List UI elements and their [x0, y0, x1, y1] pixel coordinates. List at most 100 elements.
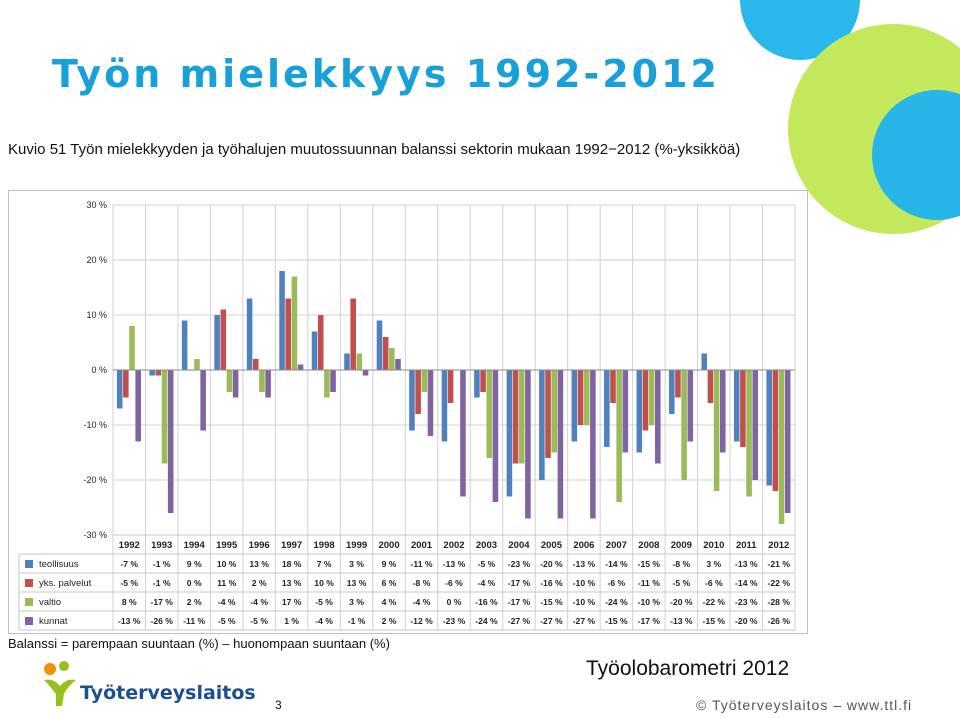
data-label: 2 %	[252, 578, 267, 588]
bar	[200, 370, 206, 431]
bar	[214, 315, 220, 370]
data-label: -26 %	[768, 616, 791, 626]
data-label: -24 %	[475, 616, 498, 626]
bar	[441, 370, 448, 442]
legend-swatch	[25, 617, 33, 625]
bar	[518, 370, 525, 464]
bar	[778, 370, 785, 524]
bar	[324, 370, 330, 398]
data-label: -8 %	[672, 559, 690, 569]
data-label: 6 %	[382, 578, 397, 588]
x-tick-label: 1995	[216, 540, 238, 551]
data-label: 3 %	[349, 597, 364, 607]
y-tick-label: 0 %	[91, 365, 107, 375]
bar	[506, 370, 513, 497]
legend-label: teollisuus	[39, 559, 79, 570]
y-tick-label: -10 %	[83, 420, 107, 430]
bar	[604, 370, 610, 447]
data-label: -10 %	[638, 597, 661, 607]
bar	[525, 370, 531, 519]
bar	[636, 370, 643, 453]
data-label: -6 %	[608, 578, 626, 588]
bar	[409, 370, 415, 431]
bar	[265, 370, 271, 398]
bar	[226, 370, 233, 392]
bar	[356, 353, 363, 370]
data-label: -1 %	[348, 616, 366, 626]
page-number: 3	[275, 698, 282, 712]
bar	[123, 370, 129, 398]
data-label: -6 %	[705, 578, 723, 588]
bar	[415, 370, 421, 414]
y-tick-label: 10 %	[86, 310, 107, 320]
data-label: -13 %	[735, 559, 758, 569]
bar	[167, 370, 174, 513]
data-label: -20 %	[670, 597, 693, 607]
bar	[259, 370, 265, 392]
data-label: -11 %	[183, 616, 205, 626]
bar	[766, 370, 772, 486]
data-label: 1 %	[284, 616, 299, 626]
legend-swatch	[25, 560, 33, 568]
data-label: 10 %	[217, 559, 237, 569]
data-label: 4 %	[382, 597, 397, 607]
bar	[220, 309, 227, 370]
data-label: -17 %	[638, 616, 661, 626]
data-label: -10 %	[573, 597, 596, 607]
x-tick-label: 2011	[736, 540, 757, 551]
data-label: -22 %	[768, 578, 791, 588]
slide-title: Työn mielekkyys 1992-2012	[52, 52, 720, 96]
x-tick-label: 2002	[443, 540, 464, 551]
data-label: -13 %	[118, 616, 141, 626]
data-label: -4 %	[315, 616, 333, 626]
legend-swatch	[25, 579, 33, 587]
bar	[285, 298, 292, 370]
bar-chart: 30 % 20 % 10 % 0 % -10 % -20 % -30 % 1992 1993 19…	[18, 200, 796, 631]
data-label: -5 %	[218, 616, 236, 626]
data-label: -4 %	[218, 597, 236, 607]
data-label: -10 %	[573, 578, 596, 588]
data-label: -14 %	[735, 578, 758, 588]
y-tick-label: -20 %	[83, 475, 107, 485]
bar	[389, 348, 395, 370]
bar	[784, 370, 791, 513]
x-tick-label: 2006	[573, 540, 594, 551]
data-label: 8 %	[122, 597, 137, 607]
bar	[512, 370, 519, 464]
x-tick-label: 1996	[249, 540, 270, 551]
data-label: -8 %	[413, 578, 431, 588]
data-label: 3 %	[349, 559, 364, 569]
bar	[194, 359, 200, 370]
x-tick-label: 2008	[638, 540, 659, 551]
x-tick-label: 2009	[671, 540, 692, 551]
x-tick-label: 2012	[768, 540, 789, 551]
data-label: 7 %	[317, 559, 332, 569]
bar	[427, 370, 434, 436]
x-tick-label: 1992	[119, 540, 140, 551]
data-label: -12 %	[410, 616, 433, 626]
bar	[382, 337, 389, 370]
data-label: -27 %	[508, 616, 531, 626]
bar	[129, 326, 135, 370]
bar	[135, 370, 141, 442]
data-label: -27 %	[540, 616, 563, 626]
data-label: -11 %	[411, 559, 433, 569]
bar	[246, 298, 253, 370]
data-label: -4 %	[250, 597, 268, 607]
data-label: -26 %	[150, 616, 173, 626]
x-tick-label: 1997	[281, 540, 302, 551]
bar	[610, 370, 616, 403]
x-tick-label: 2005	[541, 540, 563, 551]
data-label: -16 %	[475, 597, 498, 607]
bar	[350, 298, 356, 370]
bar	[752, 370, 759, 480]
data-label: -5 %	[478, 559, 496, 569]
data-label: 2 %	[382, 616, 397, 626]
x-tick-label: 2004	[508, 540, 530, 551]
legend-label: yks. palvelut	[39, 578, 92, 589]
data-label: -16 %	[540, 578, 563, 588]
data-label: -20 %	[735, 616, 758, 626]
x-tick-label: 1998	[314, 540, 335, 551]
ttl-logo: Työterveyslaitos	[40, 660, 256, 712]
data-label: -23 %	[508, 559, 531, 569]
